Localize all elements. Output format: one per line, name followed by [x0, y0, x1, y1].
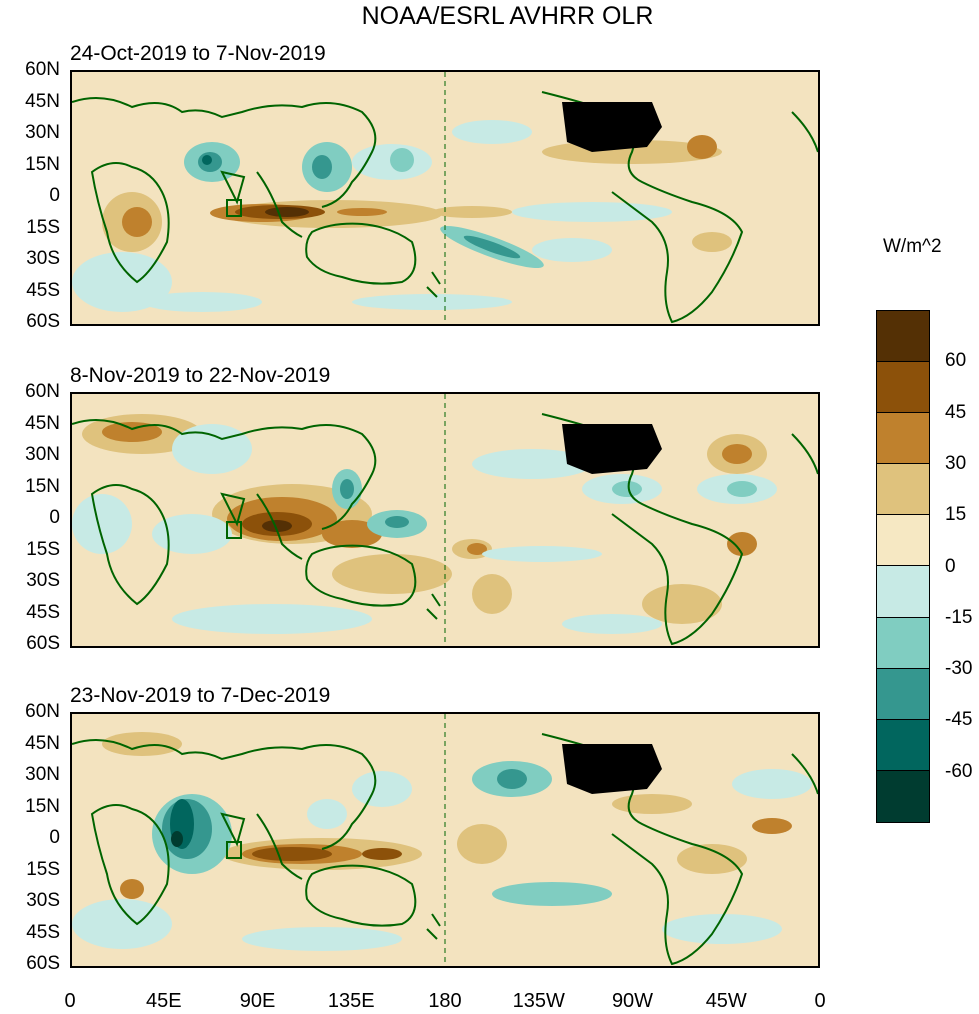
lon-label: 180	[428, 990, 462, 1012]
usa-states-grid	[562, 744, 662, 794]
colorbar-tick-label: 45	[945, 401, 967, 423]
lon-label: 45W	[705, 990, 747, 1012]
coastlines	[72, 91, 818, 324]
map-panel-2	[70, 392, 820, 648]
map-panel-3	[70, 712, 820, 968]
lat-label: 45S	[26, 601, 60, 623]
lat-label: 45S	[26, 921, 60, 943]
panel-2-title: 8-Nov-2019 to 22-Nov-2019	[70, 364, 331, 387]
lon-label: 45E	[145, 990, 182, 1012]
colorbar-swatch	[877, 311, 929, 363]
lat-label: 60N	[25, 701, 60, 722]
lat-label: 0	[49, 185, 60, 206]
lon-label: 90E	[239, 990, 276, 1012]
map-panel-1	[70, 70, 820, 326]
usa-states-grid	[562, 102, 662, 152]
lat-label: 60S	[26, 953, 60, 974]
negative-anomaly-shading	[72, 424, 777, 634]
colorbar-tick-label: 0	[945, 555, 956, 577]
olr-anomaly-map-3	[72, 714, 818, 966]
lat-label: 30S	[26, 570, 60, 591]
colorbar-tick-label: -15	[945, 606, 973, 628]
colorbar-swatch	[877, 413, 929, 465]
colorbar-swatch	[877, 668, 929, 720]
lat-label: 15S	[26, 858, 60, 880]
lat-label: 30S	[26, 248, 60, 269]
lat-label: 15S	[26, 538, 60, 560]
colorbar-tick-label: -60	[945, 760, 973, 782]
region-box	[226, 841, 242, 859]
lat-label: 0	[49, 827, 60, 848]
lat-label: 30N	[25, 122, 60, 143]
lat-label: 60S	[26, 633, 60, 654]
chart-title: NOAA/ESRL AVHRR OLR	[361, 2, 654, 30]
region-box	[226, 199, 242, 217]
negative-anomaly-shading	[72, 761, 812, 951]
colorbar	[876, 310, 930, 823]
colorbar-swatch	[877, 362, 929, 414]
units-label: W/m^2	[883, 236, 942, 257]
panel-3-title: 23-Nov-2019 to 7-Dec-2019	[70, 684, 331, 707]
lon-label: 90W	[611, 990, 654, 1012]
colorbar-tick-label: 30	[945, 452, 967, 474]
colorbar-tick-label: -45	[945, 709, 973, 731]
lat-label: 30N	[25, 444, 60, 465]
olr-anomaly-map-1	[72, 72, 818, 324]
olr-anomaly-map-2	[72, 394, 818, 646]
lat-label: 60N	[25, 59, 60, 80]
lat-label: 60S	[26, 311, 60, 332]
colorbar-tick-label: -30	[945, 658, 973, 680]
colorbar-swatch	[877, 617, 929, 669]
lat-label: 15N	[25, 795, 60, 817]
colorbar-swatch	[877, 719, 929, 771]
colorbar-tick-label: 15	[945, 504, 967, 526]
usa-states-grid	[562, 424, 662, 474]
lat-label: 15S	[26, 216, 60, 238]
colorbar-swatch	[877, 464, 929, 516]
lat-label: 45N	[25, 412, 60, 434]
lat-label: 15N	[25, 153, 60, 175]
lat-label: 45N	[25, 90, 60, 112]
negative-anomaly-shading	[72, 120, 672, 312]
lat-label: 15N	[25, 475, 60, 497]
colorbar-swatch	[877, 566, 929, 618]
lat-label: 45N	[25, 732, 60, 754]
colorbar-swatch	[877, 515, 929, 567]
lon-label: 0	[814, 990, 826, 1012]
lat-label: 30S	[26, 890, 60, 911]
region-box	[226, 521, 242, 539]
lon-label: 135E	[327, 990, 375, 1012]
lat-label: 45S	[26, 279, 60, 301]
lat-label: 0	[49, 507, 60, 528]
positive-anomaly-shading	[102, 135, 732, 252]
colorbar-swatch	[877, 770, 929, 822]
lat-label: 60N	[25, 381, 60, 402]
positive-anomaly-shading	[82, 414, 767, 624]
colorbar-tick-label: 60	[945, 350, 967, 372]
lon-label: 0	[64, 990, 76, 1012]
positive-anomaly-shading	[102, 732, 792, 899]
lat-label: 30N	[25, 764, 60, 785]
lon-label: 135W	[512, 990, 565, 1012]
panel-1-title: 24-Oct-2019 to 7-Nov-2019	[70, 42, 326, 65]
